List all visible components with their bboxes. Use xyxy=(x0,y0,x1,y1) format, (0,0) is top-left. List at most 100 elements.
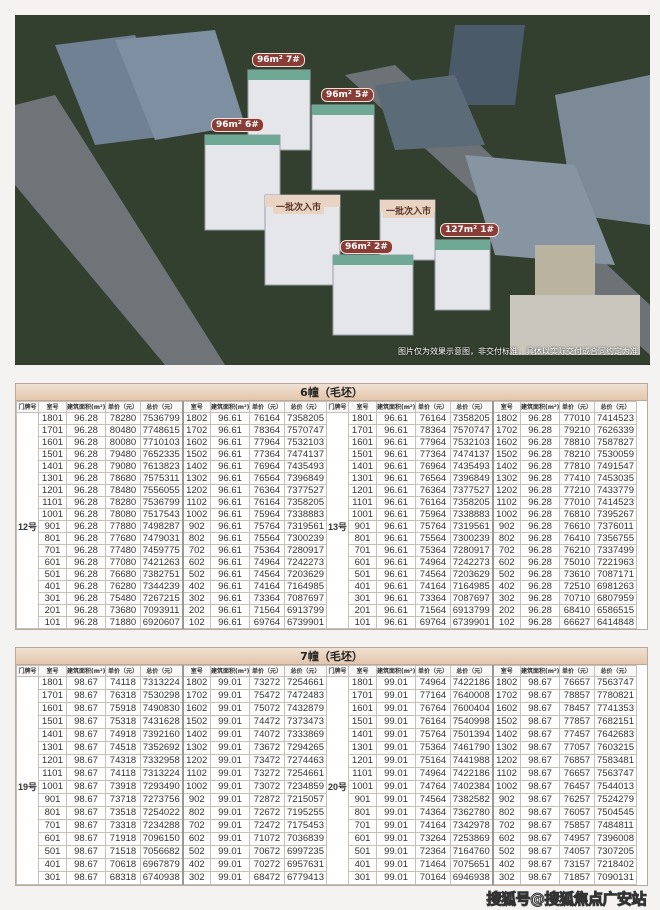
room-number: 1501 xyxy=(348,715,377,729)
unit-number-label xyxy=(16,568,39,581)
unit-price: 73157 xyxy=(559,858,595,872)
building-tag-1: 127m² 1# xyxy=(440,223,500,237)
floor-area: 98.67 xyxy=(66,754,106,768)
floor-area: 98.67 xyxy=(66,715,106,729)
unit-price: 78280 xyxy=(105,496,141,509)
room-number: 401 xyxy=(348,858,377,872)
floor-area: 98.67 xyxy=(520,845,560,859)
room-number: 902 xyxy=(181,520,211,533)
room-number: 801 xyxy=(38,532,67,545)
header-row: 门牌号 室号 建筑面积(m²) 单价（元） 总价（元） 室号 建筑面积(m²) 单价（元） 总价… xyxy=(16,665,637,677)
column-header: 建筑面积(m²) xyxy=(520,401,560,413)
floor-area: 98.67 xyxy=(520,858,560,872)
floor-area: 96.28 xyxy=(520,412,560,425)
table-row: 1601 96.28 80080 7710103 1602 96.61 77964 75321… xyxy=(16,436,637,449)
unit-price: 76964 xyxy=(415,460,451,473)
total-price: 6414848 xyxy=(594,616,637,629)
column-header: 总价（元） xyxy=(594,665,637,677)
room-number: 1201 xyxy=(38,754,67,768)
column-header: 建筑面积(m²) xyxy=(376,665,416,677)
column-header: 建筑面积(m²) xyxy=(66,401,106,413)
unit-price: 74964 xyxy=(249,556,285,569)
floor-area: 99.01 xyxy=(210,845,250,859)
floor-area: 98.67 xyxy=(66,780,106,794)
total-price: 7479031 xyxy=(140,532,183,545)
room-number: 202 xyxy=(491,604,521,617)
unit-price: 77480 xyxy=(105,544,141,557)
unit-price: 71880 xyxy=(105,616,141,629)
floor-area: 98.67 xyxy=(66,741,106,755)
unit-number-label xyxy=(326,832,349,846)
unit-number-label xyxy=(326,819,349,833)
total-price: 7234859 xyxy=(284,780,327,794)
floor-area: 96.28 xyxy=(66,436,106,449)
column-header: 单价（元） xyxy=(415,401,451,413)
room-number: 1601 xyxy=(348,702,377,716)
room-number: 202 xyxy=(181,604,211,617)
floor-area: 96.61 xyxy=(210,556,250,569)
unit-number-label xyxy=(16,858,39,872)
unit-price: 74564 xyxy=(249,568,285,581)
table-row: 901 98.67 73718 7273756 902 99.01 72872 7215057… xyxy=(16,793,637,807)
unit-number-label: 13号 xyxy=(326,520,349,533)
total-price: 7540998 xyxy=(450,715,493,729)
total-price: 7358205 xyxy=(450,412,493,425)
floor-area: 96.61 xyxy=(376,520,416,533)
unit-number-label xyxy=(16,472,39,485)
tag-area: 96m² xyxy=(257,55,283,65)
floor-area: 96.28 xyxy=(520,556,560,569)
floor-area: 99.01 xyxy=(376,754,416,768)
price-table-building-6: 6幢（毛坯） 门牌号 室号 建筑面积(m²) 单价（元） 总价（元） 室号 建筑面积(m²)… xyxy=(15,383,648,630)
column-header: 单价（元） xyxy=(249,401,285,413)
unit-price: 77457 xyxy=(559,728,595,742)
unit-price: 75072 xyxy=(249,702,285,716)
room-number: 301 xyxy=(38,592,67,605)
total-price: 7392160 xyxy=(140,728,183,742)
unit-price: 77010 xyxy=(559,412,595,425)
unit-price: 75472 xyxy=(249,689,285,703)
unit-price: 76657 xyxy=(559,767,595,781)
unit-number-label xyxy=(326,754,349,768)
column-header: 门牌号 xyxy=(16,401,39,413)
room-number: 1601 xyxy=(38,702,67,716)
unit-price: 77010 xyxy=(559,496,595,509)
first-batch-sign: 一批次入市 xyxy=(273,199,325,214)
room-number: 102 xyxy=(181,616,211,629)
total-price: 6981263 xyxy=(594,580,637,593)
room-number: 1401 xyxy=(348,460,377,473)
unit-price: 76164 xyxy=(249,496,285,509)
unit-number-label xyxy=(326,424,349,437)
room-number: 902 xyxy=(491,520,521,533)
total-price: 7396008 xyxy=(594,832,637,846)
room-number: 901 xyxy=(348,520,377,533)
floor-area: 96.28 xyxy=(520,616,560,629)
unit-number-label xyxy=(326,412,349,425)
unit-price: 76364 xyxy=(249,484,285,497)
total-price: 7652335 xyxy=(140,448,183,461)
floor-area: 96.61 xyxy=(210,520,250,533)
total-price: 7741353 xyxy=(594,702,637,716)
tag-number: 5# xyxy=(355,90,369,100)
total-price: 7748615 xyxy=(140,424,183,437)
room-number: 1302 xyxy=(181,741,211,755)
total-price: 6779413 xyxy=(284,871,327,885)
column-header: 建筑面积(m²) xyxy=(210,665,250,677)
total-price: 7544013 xyxy=(594,780,637,794)
floor-area: 99.01 xyxy=(210,767,250,781)
floor-area: 96.61 xyxy=(376,472,416,485)
floor-area: 96.61 xyxy=(376,424,416,437)
room-number: 1002 xyxy=(181,508,211,521)
room-number: 1202 xyxy=(491,484,521,497)
room-number: 702 xyxy=(181,544,211,557)
total-price: 7422186 xyxy=(450,676,493,690)
total-price: 7218402 xyxy=(594,858,637,872)
unit-price: 68410 xyxy=(559,604,595,617)
floor-area: 96.28 xyxy=(520,544,560,557)
floor-area: 96.61 xyxy=(376,448,416,461)
floor-area: 98.67 xyxy=(66,819,106,833)
header-row: 门牌号 室号 建筑面积(m²) 单价（元） 总价（元） 室号 建筑面积(m²) 单价（元） 总价… xyxy=(16,401,637,413)
room-number: 1802 xyxy=(491,676,521,690)
unit-number-label xyxy=(16,728,39,742)
unit-price: 74964 xyxy=(415,676,451,690)
total-price: 7203629 xyxy=(284,568,327,581)
